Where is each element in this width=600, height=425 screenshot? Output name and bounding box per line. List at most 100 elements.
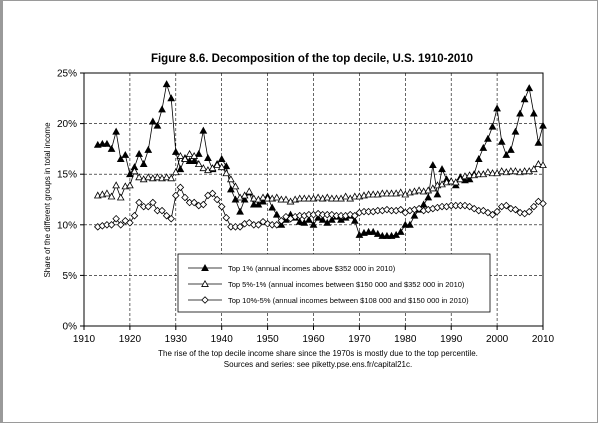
- data-point: [116, 221, 125, 229]
- data-point: [199, 200, 208, 209]
- data-point: [438, 165, 446, 173]
- y-tick-label: 0%: [63, 322, 78, 333]
- data-point: [222, 169, 231, 177]
- data-point: [199, 126, 208, 134]
- x-tick-label: 1930: [165, 334, 188, 345]
- data-point: [144, 202, 153, 211]
- data-point: [181, 193, 189, 202]
- data-point: [107, 221, 116, 229]
- data-point: [181, 154, 189, 162]
- x-tick-label: 1910: [73, 334, 96, 345]
- data-point: [121, 150, 130, 158]
- y-axis: 0% 5% 10% 15% 20% 25%: [57, 69, 84, 333]
- data-point: [406, 220, 414, 228]
- data-point: [272, 193, 281, 201]
- data-point: [171, 168, 180, 176]
- data-point: [396, 205, 405, 214]
- data-point: [172, 191, 180, 200]
- data-point: [107, 192, 116, 200]
- data-point: [507, 204, 515, 213]
- data-point: [240, 191, 249, 199]
- data-point: [222, 213, 231, 222]
- data-point: [479, 143, 488, 151]
- data-point: [254, 221, 263, 229]
- data-point: [176, 165, 185, 173]
- data-point: [190, 157, 199, 165]
- data-point: [401, 220, 410, 228]
- data-point: [167, 94, 176, 102]
- data-point: [277, 216, 286, 225]
- data-point: [378, 231, 387, 239]
- data-point: [158, 105, 166, 113]
- data-point: [144, 145, 153, 153]
- data-point: [263, 194, 272, 202]
- data-point: [493, 104, 501, 112]
- data-point: [327, 194, 336, 202]
- data-point: [130, 211, 139, 220]
- data-point: [506, 145, 515, 153]
- data-point: [419, 200, 428, 208]
- x-axis: 1910 1920 1930 1940 1950 1960 1970 1980 1990 2000…: [73, 326, 555, 345]
- data-point: [520, 95, 529, 103]
- x-tick-label: 1940: [211, 334, 234, 345]
- data-point: [516, 208, 524, 217]
- series-top-5-1: [93, 149, 547, 205]
- data-point: [396, 227, 405, 235]
- legend-marker: [201, 263, 209, 271]
- data-point: [153, 121, 162, 129]
- data-point: [410, 211, 419, 219]
- data-point: [158, 206, 166, 215]
- data-point: [194, 160, 203, 168]
- data-point: [433, 190, 442, 198]
- data-point: [112, 127, 121, 135]
- legend: Top 1% (annual incomes above $352 000 in…: [177, 253, 491, 313]
- data-point: [176, 183, 185, 192]
- x-tick-label: 1970: [348, 334, 371, 345]
- data-point: [314, 193, 322, 201]
- data-point: [520, 167, 529, 175]
- data-point: [103, 139, 111, 147]
- data-point: [465, 171, 474, 179]
- chart-title: Figure 8.6. Decomposition of the top dec…: [151, 53, 473, 65]
- data-point: [185, 149, 194, 157]
- data-point: [447, 177, 456, 185]
- data-point: [116, 154, 125, 162]
- data-point: [139, 160, 148, 168]
- data-point: [135, 149, 143, 157]
- legend-box: [177, 253, 491, 313]
- data-point: [227, 175, 235, 183]
- data-point: [149, 198, 157, 207]
- legend-label: Top 10%-5% (annual incomes between $108 …: [228, 296, 469, 305]
- data-point: [268, 203, 277, 211]
- data-point: [162, 80, 171, 88]
- data-point: [309, 220, 318, 228]
- data-point: [539, 161, 547, 169]
- data-point: [506, 167, 515, 175]
- data-point: [502, 150, 511, 158]
- data-point: [277, 195, 286, 203]
- data-point: [217, 163, 226, 171]
- series-layer: [93, 80, 547, 239]
- data-point: [135, 198, 143, 207]
- data-point: [176, 151, 185, 159]
- data-point: [305, 215, 313, 223]
- data-point: [148, 117, 157, 125]
- data-point: [484, 168, 492, 176]
- data-point: [396, 188, 405, 196]
- series-top-10-5: [94, 183, 547, 231]
- y-tick-label: 20%: [57, 119, 77, 130]
- legend-label: Top 5%-1% (annual incomes between $150 0…: [228, 280, 465, 289]
- data-point: [364, 227, 373, 235]
- data-point: [488, 122, 497, 130]
- data-point: [511, 167, 520, 175]
- data-point: [387, 189, 396, 197]
- data-point: [539, 199, 547, 208]
- footnote-1: The rise of the top decile income share …: [158, 349, 478, 358]
- data-point: [300, 194, 309, 202]
- data-point: [213, 195, 221, 204]
- data-point: [249, 200, 258, 208]
- data-point: [236, 207, 244, 215]
- data-point: [516, 109, 524, 117]
